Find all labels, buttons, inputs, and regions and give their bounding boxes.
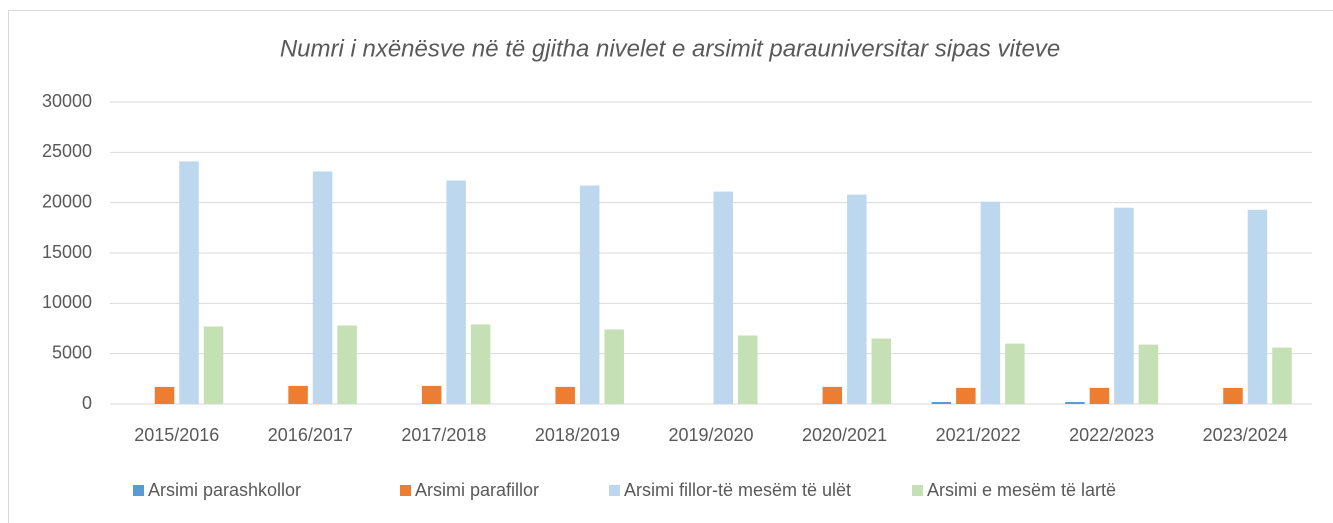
x-tick-label: 2015/2016 <box>134 425 219 445</box>
bar <box>931 401 952 404</box>
legend-label: Arsimi fillor-të mesëm të ulët <box>624 480 851 500</box>
chart-frame <box>8 10 1333 523</box>
bar <box>1138 344 1159 404</box>
y-tick-label: 10000 <box>42 292 92 312</box>
legend-marker <box>609 485 620 496</box>
y-tick-label: 0 <box>82 393 92 413</box>
bar <box>1247 209 1268 404</box>
bar <box>604 329 624 404</box>
x-tick-label: 2020/2021 <box>802 425 887 445</box>
bar <box>1272 347 1292 404</box>
y-tick-label: 20000 <box>42 191 92 211</box>
bar <box>738 335 758 404</box>
bar <box>312 171 333 404</box>
chart-title: Numri i nxënësve në të gjitha nivelet e … <box>280 35 1060 62</box>
legend-label: Arsimi parashkollor <box>148 480 301 500</box>
legend-label: Arsimi parafillor <box>415 480 539 500</box>
bar <box>1114 207 1134 404</box>
bar <box>1065 401 1085 404</box>
legend-label: Arsimi e mesëm të lartë <box>927 480 1116 500</box>
y-tick-label: 30000 <box>42 91 92 111</box>
x-tick-label: 2019/2020 <box>668 425 753 445</box>
x-tick-label: 2018/2019 <box>535 425 620 445</box>
legend-marker <box>400 485 411 496</box>
bar <box>980 201 1001 404</box>
y-tick-label: 25000 <box>42 141 92 161</box>
bar <box>956 387 976 404</box>
bar <box>579 185 600 404</box>
bar <box>421 385 442 404</box>
x-tick-label: 2017/2018 <box>401 425 486 445</box>
y-tick-label: 5000 <box>52 342 92 362</box>
bar <box>822 386 843 404</box>
bar <box>555 386 575 404</box>
bar <box>713 191 733 404</box>
x-tick-label: 2016/2017 <box>268 425 353 445</box>
bar <box>871 338 892 404</box>
bar <box>337 325 357 404</box>
bar <box>1223 387 1243 404</box>
bar <box>446 180 466 404</box>
legend-marker <box>133 485 144 496</box>
bar <box>154 386 175 404</box>
bar <box>179 161 199 404</box>
x-tick-label: 2021/2022 <box>936 425 1021 445</box>
x-tick-label: 2023/2024 <box>1203 425 1288 445</box>
bar <box>847 194 867 404</box>
bar <box>288 385 308 404</box>
y-tick-label: 15000 <box>42 242 92 262</box>
bar <box>1005 343 1025 404</box>
bar <box>1089 387 1110 404</box>
legend-marker <box>912 485 923 496</box>
x-tick-label: 2022/2023 <box>1069 425 1154 445</box>
bar <box>203 326 224 404</box>
bar <box>470 324 491 404</box>
